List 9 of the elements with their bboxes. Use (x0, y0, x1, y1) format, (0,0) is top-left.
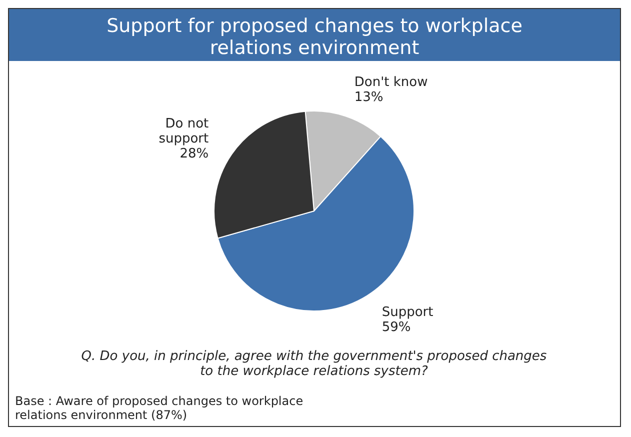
data-label: 59% (382, 320, 411, 335)
slice-label: Do not support (158, 116, 209, 146)
text: Q. Do you, in principle, agree with the government's proposed changes to the workplace relations system? (80, 349, 548, 379)
slice-label: Support (382, 304, 434, 320)
text: Base : Aware of proposed changes to workplace relations environment (87%) (15, 394, 304, 422)
chart-title: Support for proposed changes to workplace relations environment (9, 9, 620, 61)
data-label: 13% (354, 90, 384, 105)
slice-label: Don't know (354, 74, 428, 90)
data-label: 28% (180, 146, 209, 161)
